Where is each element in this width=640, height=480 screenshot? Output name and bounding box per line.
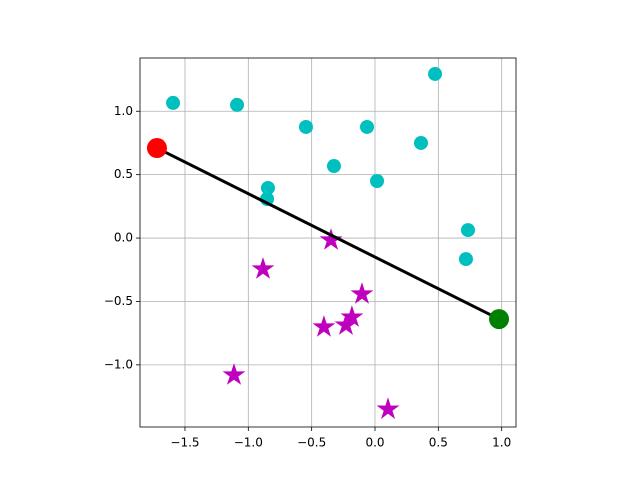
star-point — [334, 313, 358, 335]
star-point — [319, 228, 343, 250]
star-point — [251, 257, 275, 279]
axes-frame — [139, 57, 517, 428]
point — [166, 95, 181, 110]
star-point — [376, 397, 400, 419]
x-tick-label: −0.5 — [297, 436, 326, 450]
y-tick-label: −0.5 — [104, 294, 133, 308]
star-point — [340, 305, 364, 327]
line — [156, 146, 500, 321]
x-tick-label: 1.0 — [492, 436, 511, 450]
point — [326, 159, 341, 174]
point — [413, 135, 428, 150]
point — [360, 119, 375, 134]
point — [230, 97, 245, 112]
x-tick-label: 0.5 — [429, 436, 448, 450]
y-tick-label: −1.0 — [104, 357, 133, 371]
endpoint — [146, 138, 167, 159]
x-tick-label: −1.5 — [170, 436, 199, 450]
star-point — [350, 282, 374, 304]
point — [428, 66, 443, 81]
x-tick-label: 0.0 — [365, 436, 384, 450]
point — [370, 174, 385, 188]
point — [460, 223, 475, 238]
star-point — [312, 315, 336, 337]
y-tick-label: 0.5 — [114, 167, 133, 181]
x-tick-label: −1.0 — [234, 436, 263, 450]
point — [260, 180, 275, 195]
endpoint — [489, 309, 510, 330]
y-tick-label: 1.0 — [114, 104, 133, 118]
point — [458, 252, 473, 267]
star-point — [222, 363, 246, 385]
y-tick-label: 0.0 — [114, 231, 133, 245]
point — [298, 119, 313, 134]
